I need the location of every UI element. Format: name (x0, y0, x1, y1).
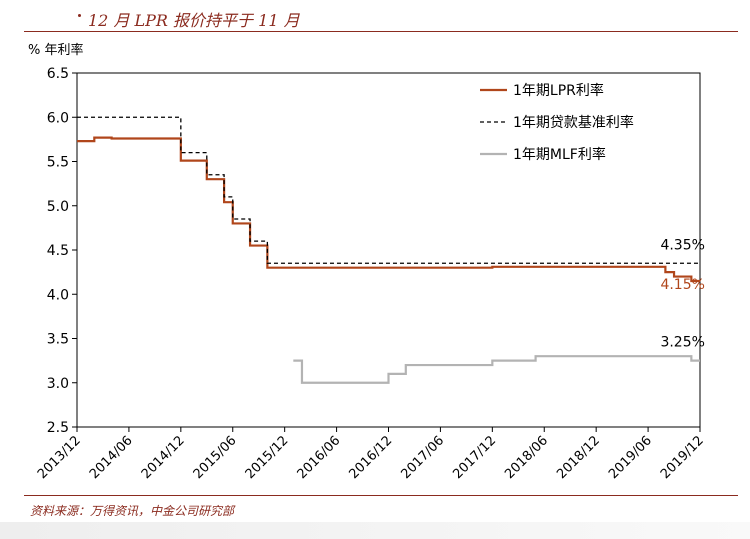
x-tick-label: 2018/06 (502, 433, 551, 482)
y-axis-label: % 年利率 (28, 42, 84, 58)
x-tick-label: 2014/06 (87, 433, 136, 482)
y-tick-label: 4.0 (47, 287, 69, 303)
x-tick-label: 2014/12 (139, 433, 188, 482)
y-tick-label: 5.0 (47, 199, 69, 215)
y-axis: 2.5 3.0 3.5 4.0 4.5 5.0 5.5 6.0 6.5 (47, 66, 77, 436)
annotation-layer: 4.35% 4.15% 3.25% (660, 237, 704, 350)
title-bar: 12 月 LPR 报价持平于 11 月 (0, 0, 750, 32)
figure-title: 12 月 LPR 报价持平于 11 月 (88, 11, 300, 30)
y-tick-label: 5.5 (47, 155, 69, 171)
x-tick-label: 2017/12 (450, 433, 499, 482)
x-axis: 2013/12 2014/06 2014/12 2015/06 2015/12 2016/… (35, 427, 707, 482)
title-rule (24, 31, 738, 32)
line-chart: % 年利率 2.5 3.0 3.5 4.0 4.5 5.0 5.5 6.0 6.5 2013/1… (28, 42, 707, 482)
x-tick-label: 2015/12 (243, 433, 292, 482)
x-tick-label: 2019/12 (658, 433, 707, 482)
footer-band (0, 522, 750, 539)
source-note: 资料来源：万得资讯，中金公司研究部 (30, 504, 235, 518)
y-tick-label: 2.5 (47, 420, 69, 436)
y-tick-label: 3.0 (47, 376, 69, 392)
x-tick-label: 2017/06 (398, 433, 447, 482)
x-tick-label: 2013/12 (35, 433, 84, 482)
legend-label: 1年期贷款基准利率 (513, 114, 634, 131)
series-line-1 (77, 136, 700, 283)
source-rule (24, 495, 738, 496)
x-tick-label: 2016/12 (347, 433, 396, 482)
legend-label: 1年期LPR利率 (513, 82, 604, 99)
y-tick-label: 6.0 (47, 110, 69, 126)
annotation-label: 4.35% (660, 237, 704, 253)
annotation-label: 3.25% (660, 335, 704, 351)
annotation-label: 4.15% (660, 277, 704, 293)
y-tick-label: 6.5 (47, 66, 69, 82)
legend-label: 1年期MLF利率 (513, 146, 606, 163)
series-layer (77, 116, 700, 384)
series-line-2 (77, 116, 700, 264)
x-tick-label: 2016/06 (295, 433, 344, 482)
title-bullet (78, 14, 81, 17)
x-tick-label: 2018/12 (554, 433, 603, 482)
y-tick-label: 3.5 (47, 332, 69, 348)
x-tick-label: 2015/06 (191, 433, 240, 482)
y-tick-label: 4.5 (47, 243, 69, 259)
series-line-3 (293, 355, 700, 384)
legend: 1年期LPR利率 1年期贷款基准利率 1年期MLF利率 (480, 82, 634, 163)
x-tick-label: 2019/06 (606, 433, 655, 482)
